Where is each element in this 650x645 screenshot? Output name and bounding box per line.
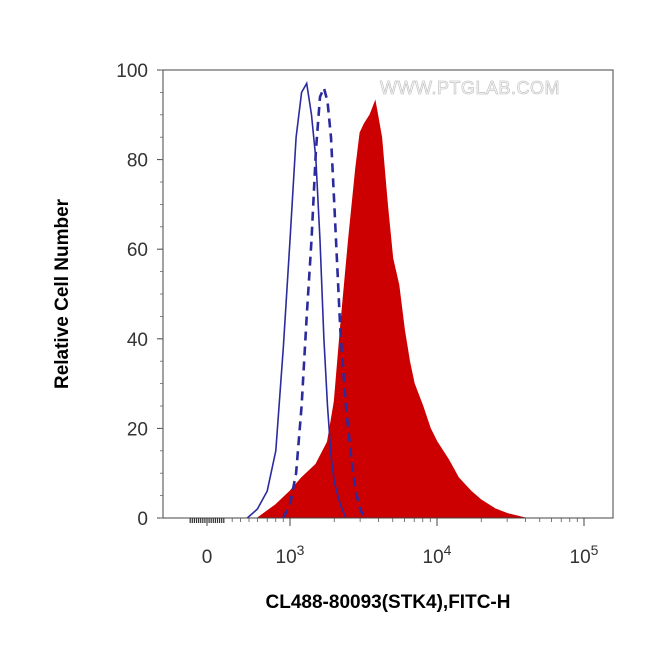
y-tick-label: 100 (116, 61, 148, 82)
series-dashed-line (282, 83, 366, 519)
y-tick-label: 20 (127, 419, 148, 440)
y-axis: 0 20 40 60 80 100 (116, 61, 163, 530)
y-axis-title: Relative Cell Number (52, 198, 73, 389)
y-tick-label: 60 (127, 240, 148, 261)
x-tick-label: 103 (276, 542, 305, 568)
series-solid-line (246, 80, 347, 519)
y-tick-label: 40 (127, 330, 148, 351)
y-tick-label: 80 (127, 151, 148, 172)
x-axis: 0 103 104 105 (189, 518, 599, 568)
x-axis-title: CL488-80093(STK4),FITC-H (266, 592, 511, 613)
y-tick-label: 0 (137, 509, 148, 530)
x-tick-label: 105 (570, 542, 599, 568)
x-tick-label: 104 (423, 542, 452, 568)
x-tick-label: 0 (202, 547, 213, 568)
watermark: WWW.PTGLAB.COM (380, 78, 560, 98)
plot-area (163, 80, 613, 519)
series-filled-stk4 (255, 99, 526, 519)
